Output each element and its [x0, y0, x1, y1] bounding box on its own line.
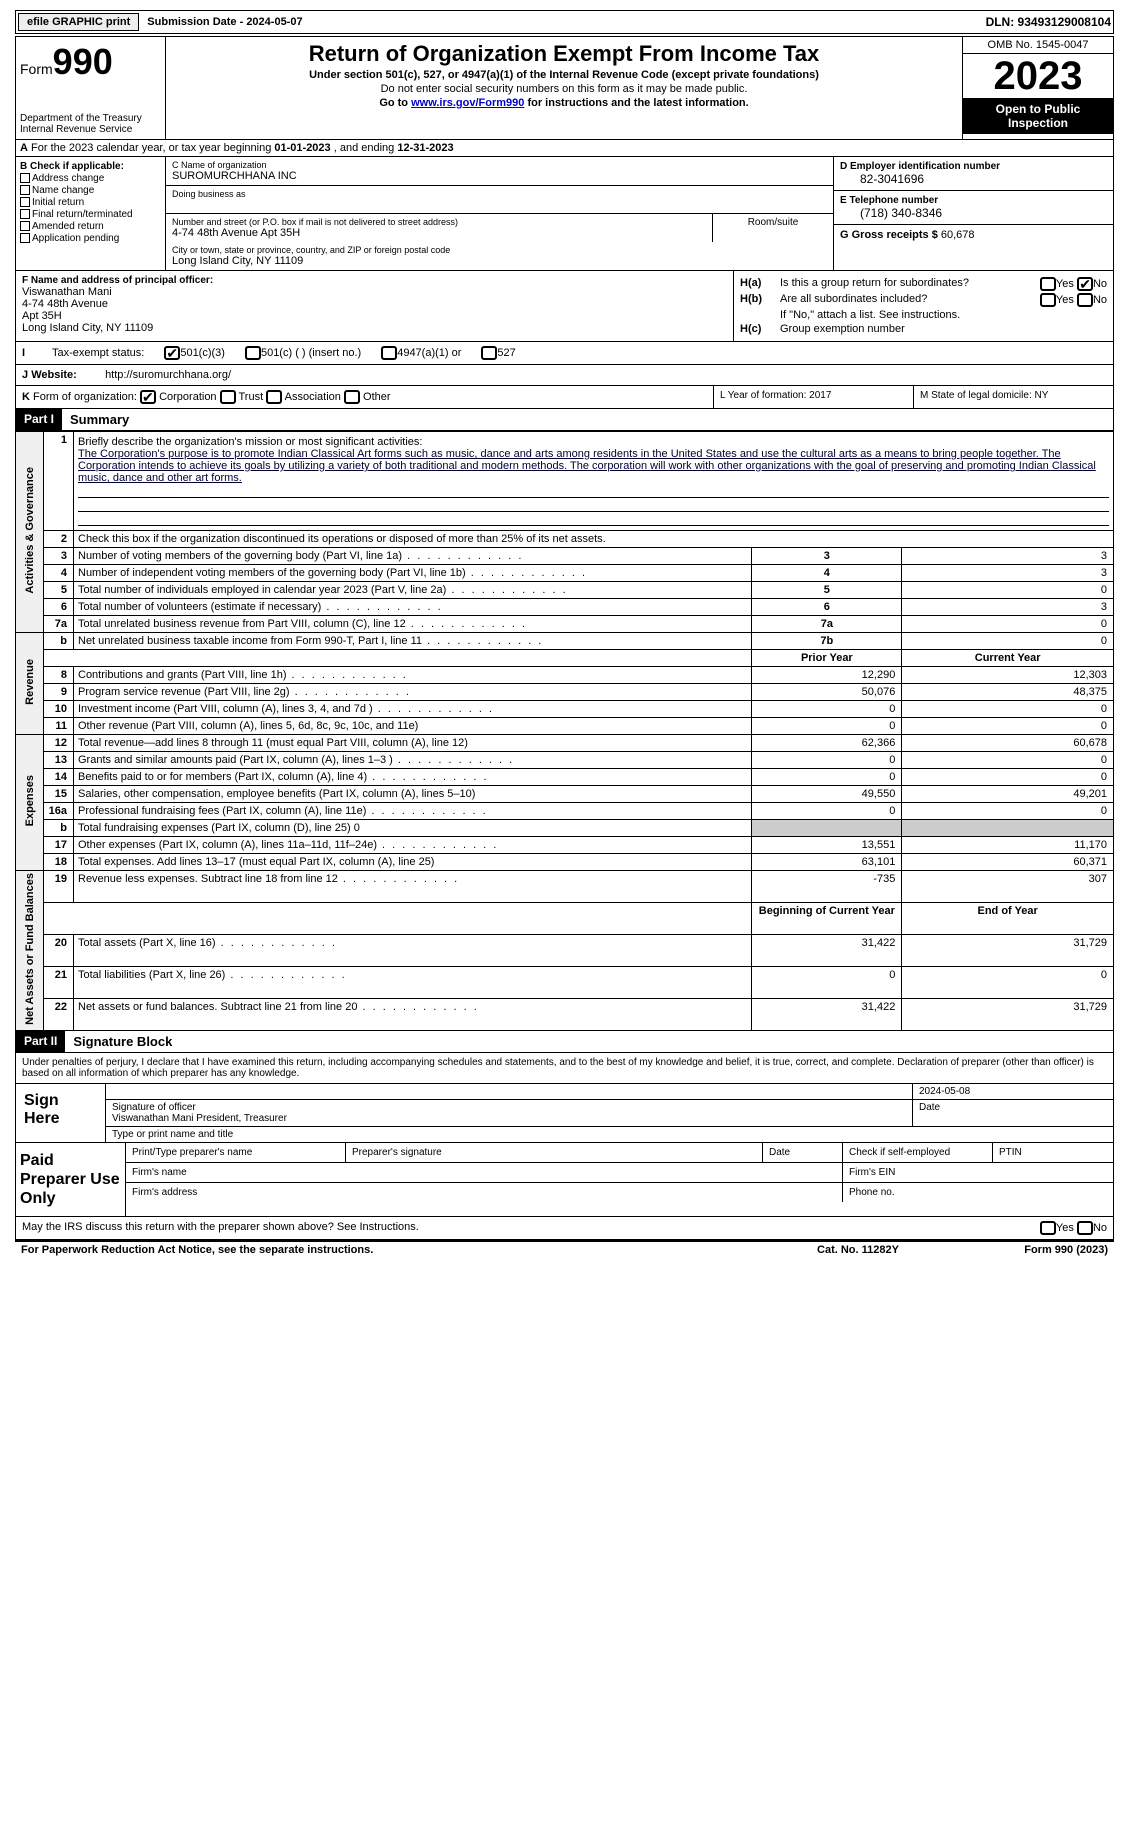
ein: 82-3041696 — [840, 172, 1107, 186]
phone: (718) 340-8346 — [840, 206, 1107, 220]
chk-501c3[interactable] — [164, 346, 180, 360]
summary-table: Activities & Governance 1 Briefly descri… — [15, 431, 1114, 1031]
mission-text: The Corporation's purpose is to promote … — [78, 448, 1109, 484]
form-word: Form — [20, 61, 53, 77]
org-city: Long Island City, NY 11109 — [172, 255, 827, 267]
irs-link[interactable]: www.irs.gov/Form990 — [411, 97, 524, 109]
chk-hb-yes[interactable] — [1040, 293, 1056, 307]
chk-address-change[interactable] — [20, 173, 30, 183]
dln: DLN: 93493129008104 — [986, 15, 1111, 29]
top-bar: efile GRAPHIC print Submission Date - 20… — [15, 10, 1114, 34]
sig-date: 2024-05-08 — [913, 1084, 1113, 1099]
chk-discuss-no[interactable] — [1077, 1221, 1093, 1235]
year-formation: L Year of formation: 2017 — [713, 386, 913, 408]
state-domicile: M State of legal domicile: NY — [913, 386, 1113, 408]
chk-app-pending[interactable] — [20, 233, 30, 243]
signature-block: Under penalties of perjury, I declare th… — [15, 1053, 1114, 1218]
chk-final-return[interactable] — [20, 209, 30, 219]
row-i: ITax-exempt status: 501(c)(3) 501(c) ( )… — [15, 342, 1114, 365]
chk-amended[interactable] — [20, 221, 30, 231]
submission-date: Submission Date - 2024-05-07 — [147, 16, 302, 28]
org-name: SUROMURCHHANA INC — [172, 170, 827, 182]
subtitle-2: Do not enter social security numbers on … — [170, 83, 958, 95]
gross-receipts: 60,678 — [941, 229, 975, 241]
part2-header: Part II — [16, 1031, 65, 1052]
vtab-exp: Expenses — [24, 775, 36, 826]
perjury-declaration: Under penalties of perjury, I declare th… — [16, 1053, 1113, 1083]
chk-ha-yes[interactable] — [1040, 277, 1056, 291]
officer-sig-name: Viswanathan Mani President, Treasurer — [112, 1113, 906, 1124]
part2-title: Signature Block — [65, 1031, 1113, 1052]
column-c: C Name of organizationSUROMURCHHANA INC … — [166, 157, 833, 270]
chk-other[interactable] — [344, 390, 360, 404]
efile-print-button[interactable]: efile GRAPHIC print — [18, 13, 139, 31]
chk-527[interactable] — [481, 346, 497, 360]
chk-501c[interactable] — [245, 346, 261, 360]
chk-trust[interactable] — [220, 390, 236, 404]
bottom-line: For Paperwork Reduction Act Notice, see … — [15, 1240, 1114, 1258]
column-f: F Name and address of principal officer:… — [16, 271, 733, 341]
open-inspection: Open to Public Inspection — [963, 98, 1113, 134]
chk-ha-no[interactable] — [1077, 277, 1093, 291]
form-header: Form990 Department of the Treasury Inter… — [15, 36, 1114, 140]
form-title: Return of Organization Exempt From Incom… — [170, 41, 958, 67]
chk-initial-return[interactable] — [20, 197, 30, 207]
website: http://suromurchhana.org/ — [105, 369, 231, 381]
chk-corp[interactable] — [140, 390, 156, 404]
subtitle-1: Under section 501(c), 527, or 4947(a)(1)… — [170, 69, 958, 81]
part1-header: Part I — [16, 409, 62, 430]
chk-4947[interactable] — [381, 346, 397, 360]
tax-year: 2023 — [963, 54, 1113, 98]
omb-number: OMB No. 1545-0047 — [963, 37, 1113, 54]
row-a: A For the 2023 calendar year, or tax yea… — [15, 140, 1114, 157]
sign-here-label: Sign Here — [16, 1084, 106, 1142]
chk-name-change[interactable] — [20, 185, 30, 195]
part1-title: Summary — [62, 409, 1113, 430]
vtab-rev: Revenue — [24, 659, 36, 705]
column-d: D Employer identification number82-30416… — [833, 157, 1113, 270]
chk-hb-no[interactable] — [1077, 293, 1093, 307]
org-address: 4-74 48th Avenue Apt 35H — [172, 227, 706, 239]
chk-discuss-yes[interactable] — [1040, 1221, 1056, 1235]
vtab-ag: Activities & Governance — [24, 467, 36, 594]
column-h: H(a)Is this a group return for subordina… — [733, 271, 1113, 341]
row-k: K Form of organization: Corporation Trus… — [15, 386, 1114, 409]
footer-discuss: May the IRS discuss this return with the… — [15, 1217, 1114, 1240]
form-number: 990 — [53, 41, 113, 82]
row-j: J Website: http://suromurchhana.org/ — [15, 365, 1114, 386]
dept-text: Department of the Treasury Internal Reve… — [20, 113, 161, 135]
vtab-na: Net Assets or Fund Balances — [24, 873, 36, 1025]
paid-preparer-label: Paid Preparer Use Only — [16, 1143, 126, 1217]
officer-name: Viswanathan Mani — [22, 286, 727, 298]
chk-assoc[interactable] — [266, 390, 282, 404]
column-b: B Check if applicable: Address change Na… — [16, 157, 166, 270]
